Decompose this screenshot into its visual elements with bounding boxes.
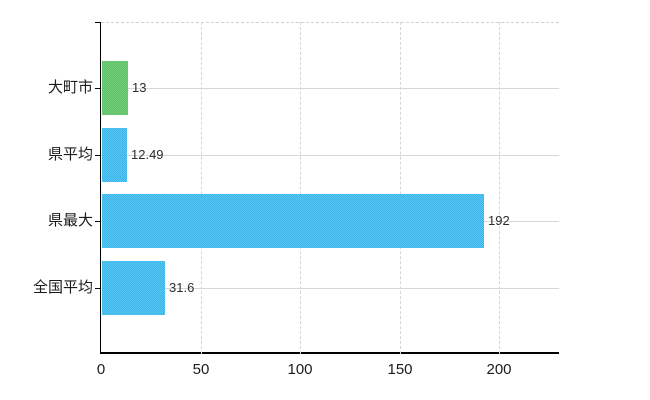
x-gridline [400, 22, 401, 354]
category-gridline [101, 88, 559, 89]
bar-value-label: 12.49 [131, 147, 164, 162]
y-axis-tick [95, 155, 101, 156]
bar-highlight [102, 61, 128, 115]
x-axis-tick-label: 0 [96, 361, 106, 378]
y-axis-line [100, 22, 101, 354]
x-axis-tick-label: 50 [192, 361, 210, 378]
y-axis-tick [95, 22, 101, 23]
category-gridline [101, 155, 559, 156]
y-axis-tick [95, 221, 101, 222]
x-gridline [300, 22, 301, 354]
plot-area [101, 22, 559, 354]
x-axis-tick-label: 200 [486, 361, 512, 378]
bar-default [102, 194, 484, 248]
bar-value-label: 192 [488, 213, 510, 228]
bar-value-label: 13 [132, 80, 147, 95]
x-gridline [499, 22, 500, 354]
x-axis-line [100, 352, 559, 354]
bar-default [102, 128, 127, 182]
y-axis-tick [95, 88, 101, 89]
x-axis-tick-label: 100 [287, 361, 313, 378]
y-axis-tick [95, 288, 101, 289]
category-label: 大町市 [47, 79, 93, 96]
bar-value-label: 31.6 [169, 280, 195, 295]
category-label: 県平均 [47, 146, 93, 163]
bar-default [102, 261, 165, 315]
category-label: 県最大 [47, 212, 93, 229]
category-gridline [101, 288, 559, 289]
x-axis-tick-label: 150 [387, 361, 413, 378]
x-gridline [201, 22, 202, 354]
category-label: 全国平均 [32, 279, 93, 296]
